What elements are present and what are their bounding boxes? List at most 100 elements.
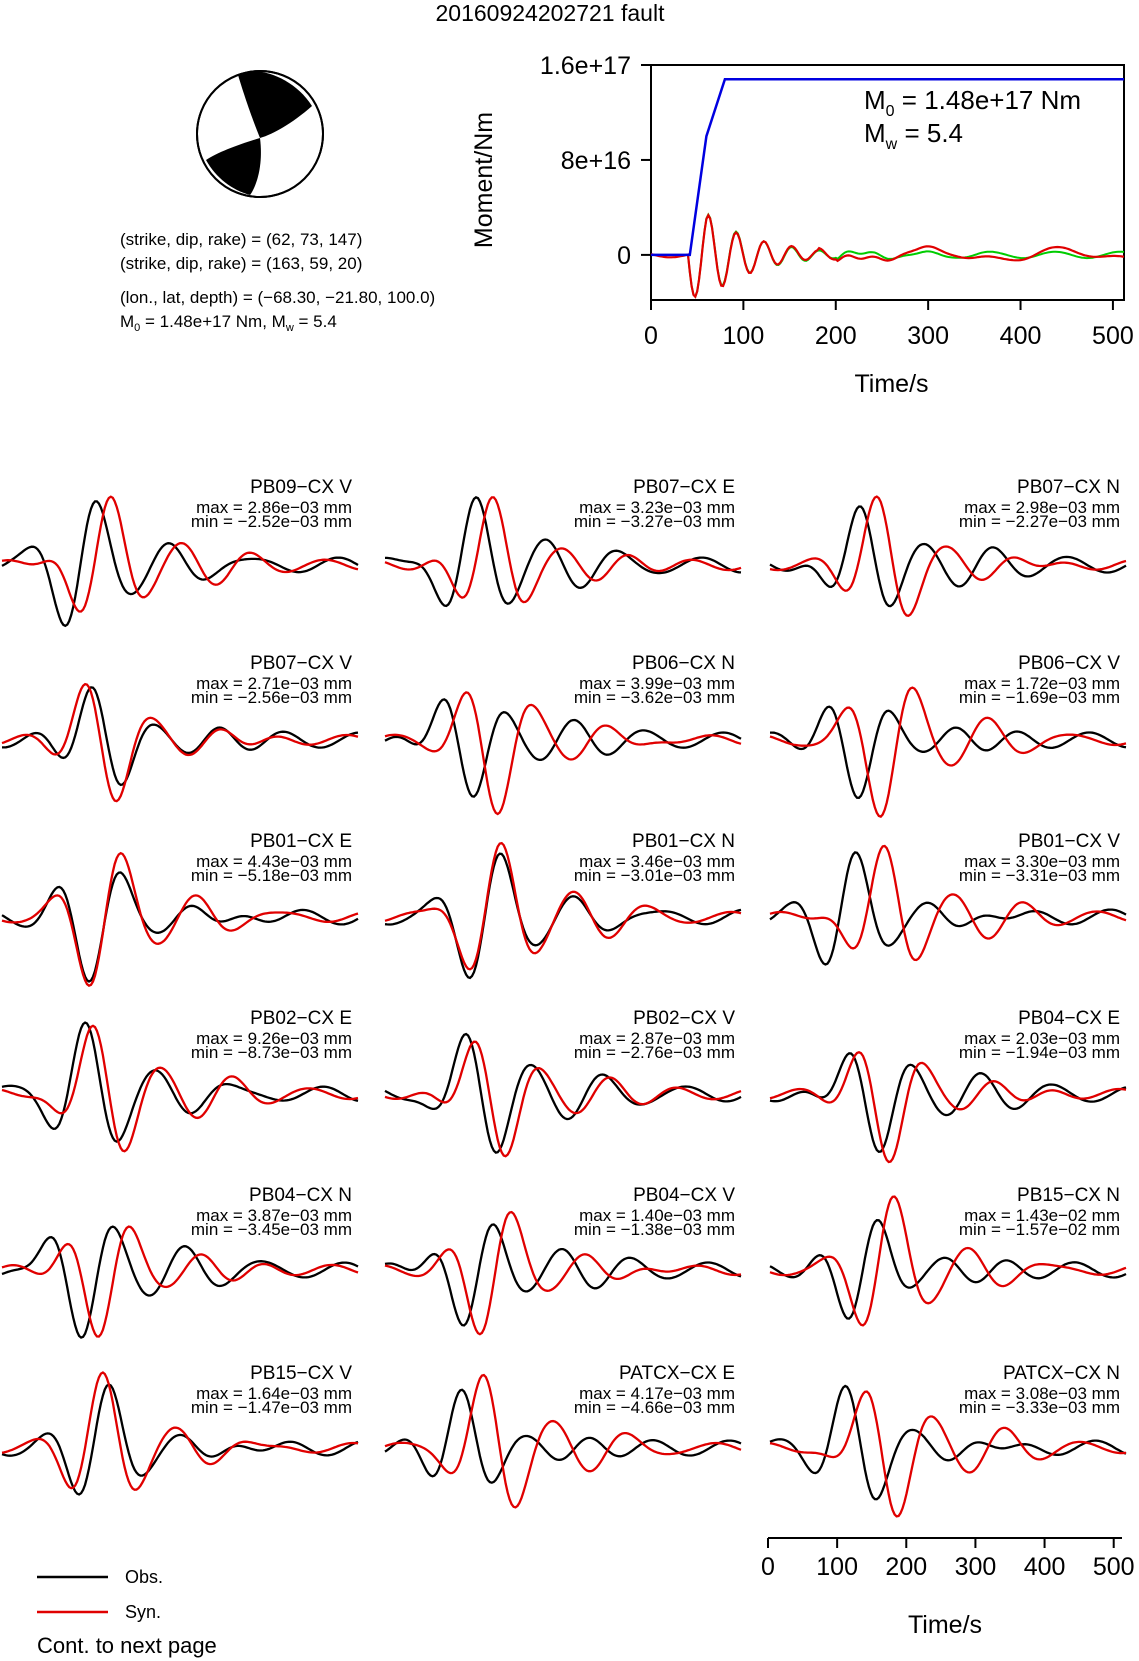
station-label: PB07−CX E — [633, 477, 735, 498]
synthetic-waveform — [384, 1373, 742, 1509]
station-label: PB04−CX E — [1018, 1008, 1120, 1029]
synthetic-waveform — [384, 1210, 742, 1336]
station-max-label: max = 1.72e−03 mm — [964, 674, 1120, 693]
synthetic-waveform — [769, 1390, 1127, 1518]
station-min-label: min = −3.45e−03 mm — [191, 1220, 352, 1239]
synthetic-waveform — [384, 691, 742, 816]
station-label: PATCX−CX E — [619, 1363, 735, 1384]
station-label: PB07−CX V — [250, 653, 352, 674]
observed-waveform — [769, 1052, 1127, 1154]
station-min-label: min = −1.38e−03 mm — [574, 1220, 735, 1239]
station-max-label: max = 2.86e−03 mm — [196, 498, 352, 517]
station-max-label: max = 3.99e−03 mm — [579, 674, 735, 693]
station-label: PB04−CX V — [633, 1185, 735, 1206]
synthetic-waveform — [769, 844, 1127, 962]
station-min-label: min = −3.27e−03 mm — [574, 512, 735, 531]
synthetic-waveform — [384, 496, 742, 604]
observed-waveform — [769, 1219, 1127, 1320]
station-label: PB06−CX V — [1018, 653, 1120, 674]
location-text: (lon., lat, depth) = (−68.30, −21.80, 10… — [120, 288, 436, 307]
synthetic-waveform — [1, 1024, 359, 1153]
station-max-label: max = 2.98e−03 mm — [964, 498, 1120, 517]
station-max-label: max = 4.17e−03 mm — [579, 1384, 735, 1403]
waveform-xtick-label: 500 — [1093, 1553, 1135, 1581]
synthetic-waveform — [769, 495, 1127, 618]
observed-waveform — [384, 852, 742, 980]
moment-ytick-label: 1.6e+17 — [540, 52, 631, 80]
station-max-label: max = 3.46e−03 mm — [579, 852, 735, 871]
nodal-plane-2-text: (strike, dip, rake) = (163, 59, 20) — [120, 254, 363, 273]
moment-xtick-label: 300 — [907, 322, 949, 350]
station-min-label: min = −2.27e−03 mm — [959, 512, 1120, 531]
synthetic-waveform — [1, 1225, 359, 1338]
synthetic-waveform — [1, 495, 359, 613]
station-label: PB04−CX N — [249, 1185, 352, 1206]
observed-waveform — [384, 1032, 742, 1154]
observed-waveform — [1, 1383, 359, 1496]
moment-xtick-label: 500 — [1092, 322, 1134, 350]
station-label: PB07−CX N — [1017, 477, 1120, 498]
station-label: PB02−CX V — [633, 1008, 735, 1029]
observed-waveform — [1, 871, 359, 983]
moment-plot-frame — [650, 64, 1125, 301]
station-label: PB01−CX N — [632, 831, 735, 852]
station-min-label: min = −3.01e−03 mm — [574, 866, 735, 885]
moment-magnitude-text: M0 = 1.48e+17 Nm, Mw = 5.4 — [120, 312, 337, 334]
station-label: PB15−CX N — [1017, 1185, 1120, 1206]
station-label: PB01−CX E — [250, 831, 352, 852]
observed-waveform — [1, 500, 359, 628]
station-min-label: min = −4.66e−03 mm — [574, 1398, 735, 1417]
station-max-label: max = 3.30e−03 mm — [964, 852, 1120, 871]
synthetic-waveform — [769, 1050, 1127, 1164]
station-label: PB01−CX V — [1018, 831, 1120, 852]
station-max-label: max = 1.64e−03 mm — [196, 1384, 352, 1403]
synthetic-waveform — [1, 1371, 359, 1491]
waveform-xtick-label: 200 — [885, 1553, 927, 1581]
cumulative-moment-line — [651, 77, 1124, 257]
moment-xtick-label: 100 — [723, 322, 765, 350]
station-max-label: max = 9.26e−03 mm — [196, 1029, 352, 1048]
page-title: 20160924202721 fault — [435, 0, 665, 26]
observed-waveform — [1, 1225, 359, 1339]
station-min-label: min = −1.47e−03 mm — [191, 1398, 352, 1417]
nodal-plane-1-text: (strike, dip, rake) = (62, 73, 147) — [120, 230, 363, 249]
station-min-label: min = −5.18e−03 mm — [191, 866, 352, 885]
moment-chart: 0 8e+16 1.6e+17 0 100 200 300 400 500 Time/s Momen… — [470, 52, 1134, 398]
moment-annotation-mw: Mw = 5.4 — [864, 118, 963, 153]
observed-waveform — [770, 705, 1127, 799]
moment-annotation-m0: M0 = 1.48e+17 Nm — [864, 85, 1081, 120]
waveform-xtick-label: 100 — [816, 1553, 858, 1581]
source-time-function-red — [650, 212, 1125, 299]
station-max-label: max = 1.43e−02 mm — [964, 1206, 1120, 1225]
station-max-label: max = 4.43e−03 mm — [196, 852, 352, 871]
synthetic-waveform — [384, 841, 742, 971]
waveform-xtick-label: 400 — [1024, 1553, 1066, 1581]
observed-waveform — [385, 495, 742, 608]
station-label: PB02−CX E — [250, 1008, 352, 1029]
moment-xtick-label: 400 — [1000, 322, 1042, 350]
synthetic-waveform — [769, 1195, 1127, 1327]
synthetic-waveform — [769, 686, 1127, 818]
synthetic-waveform — [1, 682, 359, 803]
observed-waveform — [1, 1021, 359, 1143]
station-label: PATCX−CX N — [1003, 1363, 1120, 1384]
observed-waveform — [769, 1384, 1127, 1501]
